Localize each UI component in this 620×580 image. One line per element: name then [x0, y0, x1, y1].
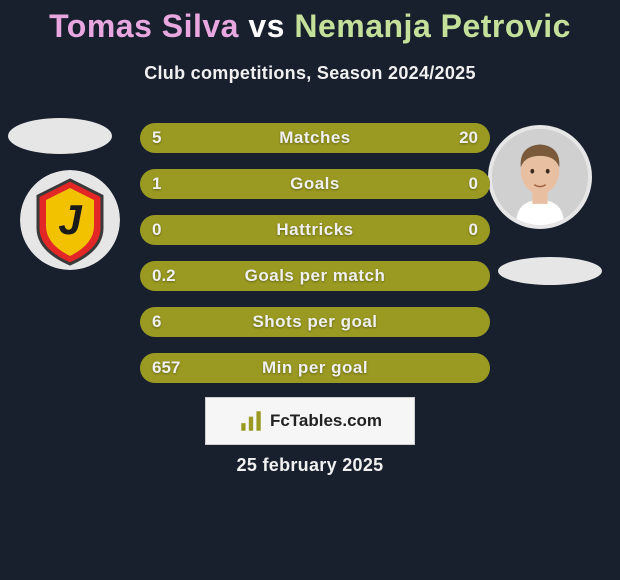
player1-oval [8, 118, 112, 154]
infographic-container: Tomas Silva vs Nemanja Petrovic Club com… [0, 0, 620, 580]
avatar-svg [492, 129, 588, 225]
stat-row: 0.2Goals per match [140, 261, 490, 291]
player2-avatar [488, 125, 592, 229]
watermark-text: FcTables.com [270, 411, 382, 431]
badge-letter: J [58, 196, 83, 243]
player2-oval [498, 257, 602, 285]
stat-label: Goals per match [140, 261, 490, 291]
player2-name-text: Nemanja Petrovic [294, 8, 571, 44]
stat-label: Min per goal [140, 353, 490, 383]
stat-row: 520Matches [140, 123, 490, 153]
player2-name: Nemanja Petrovic [294, 8, 571, 44]
date-text: 25 february 2025 [0, 455, 620, 476]
player1-name: Tomas Silva [49, 8, 239, 44]
club-badge: J [20, 170, 120, 270]
stat-row: 6Shots per goal [140, 307, 490, 337]
stat-label: Shots per goal [140, 307, 490, 337]
club-badge-svg: J [20, 170, 120, 270]
watermark-badge: FcTables.com [205, 397, 415, 445]
subtitle: Club competitions, Season 2024/2025 [0, 63, 620, 84]
stat-label: Hattricks [140, 215, 490, 245]
stat-row: 657Min per goal [140, 353, 490, 383]
vs-text: vs [248, 8, 285, 44]
stat-row: 10Goals [140, 169, 490, 199]
bar-chart-icon [238, 408, 264, 434]
page-title: Tomas Silva vs Nemanja Petrovic [0, 8, 620, 45]
stat-row: 00Hattricks [140, 215, 490, 245]
stat-label: Matches [140, 123, 490, 153]
avatar-eye-r [546, 169, 550, 174]
avatar-eye-l [530, 169, 534, 174]
player1-name-text: Tomas Silva [49, 8, 239, 44]
stat-label: Goals [140, 169, 490, 199]
